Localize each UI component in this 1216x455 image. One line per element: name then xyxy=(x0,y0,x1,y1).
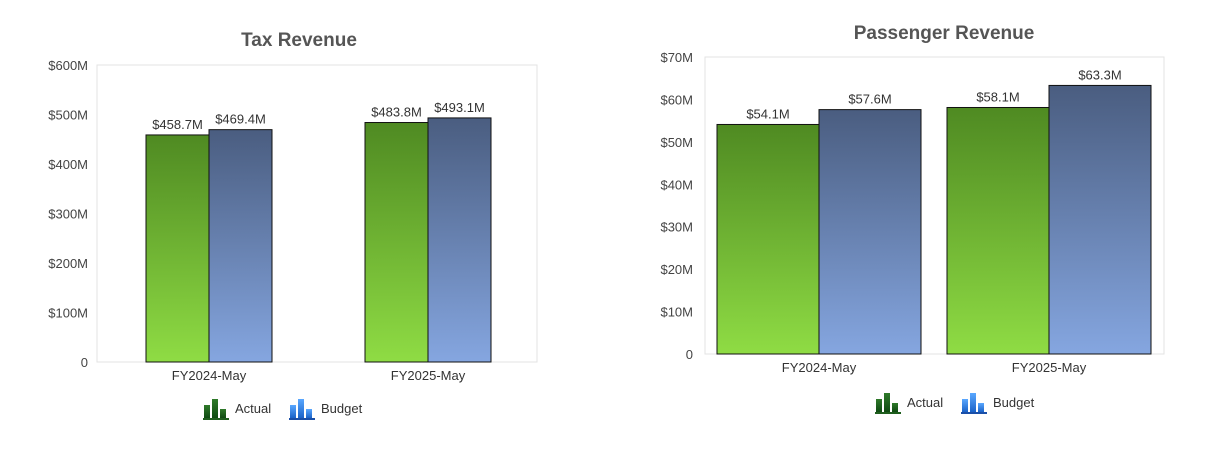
chart-2: Passenger Revenue 0 $10M $20M $30M $40M $50M $6… xyxy=(660,23,1165,414)
plot-area xyxy=(704,56,1165,355)
y-tick-label: $600M xyxy=(48,58,88,73)
legend-label-actual: Actual xyxy=(907,395,943,410)
chart-title: Passenger Revenue xyxy=(854,23,1035,44)
plot-area xyxy=(96,64,538,363)
legend-label-budget: Budget xyxy=(321,401,363,416)
y-tick-label: 0 xyxy=(686,347,693,362)
y-tick-label: 0 xyxy=(81,355,88,370)
y-tick-label: $40M xyxy=(660,177,693,192)
y-tick-label: $300M xyxy=(48,207,88,222)
green-bars-icon xyxy=(875,393,901,414)
data-label: $469.4M xyxy=(215,112,266,127)
bar-actual-fy2025-may xyxy=(364,122,429,363)
y-tick-label: $30M xyxy=(660,220,693,235)
x-tick-label: FY2024-May xyxy=(782,360,857,375)
legend-label-actual: Actual xyxy=(235,401,271,416)
bar-budget-fy2024-may xyxy=(208,129,273,363)
y-tick-label: $60M xyxy=(660,92,693,107)
data-label: $458.7M xyxy=(152,117,203,132)
data-label: $58.1M xyxy=(976,89,1019,104)
x-tick-label: FY2024-May xyxy=(172,368,247,383)
legend: Actual Budget xyxy=(875,393,1035,414)
data-label: $483.8M xyxy=(371,105,422,120)
data-label: $57.6M xyxy=(848,92,891,107)
blue-bars-icon xyxy=(961,393,987,414)
bar-actual-fy2025-may xyxy=(946,106,1050,355)
x-tick-label: FY2025-May xyxy=(391,368,466,383)
y-tick-label: $500M xyxy=(48,108,88,123)
data-label: $63.3M xyxy=(1078,67,1121,82)
blue-bars-icon xyxy=(289,399,315,420)
y-tick-label: $400M xyxy=(48,157,88,172)
y-tick-label: $70M xyxy=(660,50,693,65)
legend-label-budget: Budget xyxy=(993,395,1035,410)
y-tick-label: $100M xyxy=(48,306,88,321)
legend: Actual Budget xyxy=(203,399,363,420)
chart-1: Tax Revenue 0 $100M $200M $300M $400M $500M $60… xyxy=(48,30,538,420)
chart-title: Tax Revenue xyxy=(241,30,357,51)
bar-budget-fy2025-may xyxy=(1048,84,1152,355)
y-tick-label: $10M xyxy=(660,305,693,320)
data-label: $54.1M xyxy=(746,106,789,121)
bar-budget-fy2025-may xyxy=(427,117,492,363)
data-label: $493.1M xyxy=(434,100,485,115)
bar-actual-fy2024-may xyxy=(145,134,210,363)
y-tick-label: $200M xyxy=(48,256,88,271)
x-tick-label: FY2025-May xyxy=(1012,360,1087,375)
green-bars-icon xyxy=(203,399,229,420)
bar-budget-fy2024-may xyxy=(818,109,922,355)
y-tick-label: $20M xyxy=(660,262,693,277)
bar-actual-fy2024-may xyxy=(716,123,820,355)
y-tick-label: $50M xyxy=(660,135,693,150)
